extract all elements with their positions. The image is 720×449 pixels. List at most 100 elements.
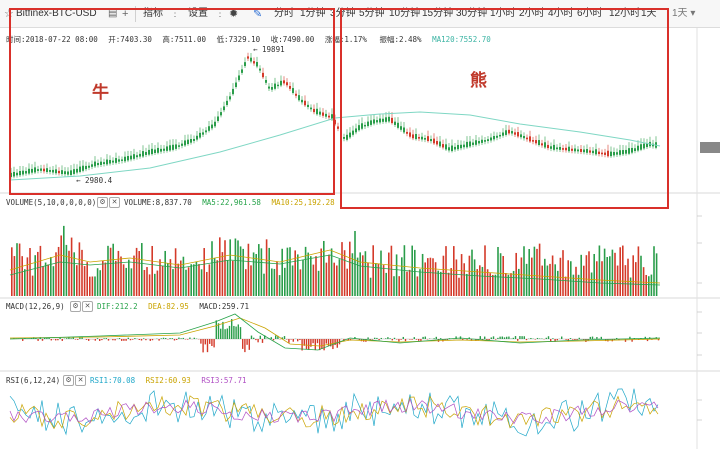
volume-bar [351, 253, 354, 296]
candle-body [292, 88, 294, 94]
candle-body [352, 130, 354, 135]
candle-body [145, 151, 147, 155]
volume-bar [655, 253, 658, 296]
more-icon[interactable]: ⋮ [170, 8, 180, 19]
timeframe-tab[interactable]: 15分钟 [422, 8, 454, 19]
rsi3-line [9, 398, 659, 425]
timeframe-tab[interactable]: 1小时 [490, 8, 516, 19]
timeframe-tab[interactable]: 分时 [274, 8, 294, 19]
timeframe-tab[interactable]: 2小时 [519, 8, 545, 19]
candle-body [502, 132, 504, 136]
bear-market-box [340, 8, 669, 209]
pencil-icon[interactable]: ✎ [253, 8, 263, 20]
candle-body [439, 141, 441, 147]
macd-histogram-bar [41, 339, 44, 341]
candle-body [67, 171, 69, 175]
indicators-button[interactable]: 指标 [143, 8, 163, 19]
settings-button[interactable]: 设置 [188, 8, 208, 19]
timeframe-tab[interactable]: 1天 [641, 8, 657, 19]
star-icon[interactable]: ☆ [4, 8, 14, 20]
volume-bar [523, 246, 525, 296]
candle-body [295, 93, 297, 96]
volume-header: VOLUME(5,10,0,0,0,0) [6, 198, 96, 207]
candle-body [463, 144, 465, 148]
chart-icon[interactable]: ▤ [108, 8, 118, 19]
timeframe-overflow[interactable]: 1天 ▾ [672, 8, 696, 19]
macd-histogram-bar [629, 336, 631, 339]
macd-histogram-bar [503, 337, 506, 339]
volume-bar [536, 248, 538, 296]
candle-body [25, 171, 27, 174]
candle-body [283, 80, 285, 84]
volume-bar [401, 257, 403, 296]
macd-histogram-bar [358, 339, 360, 341]
sun-icon[interactable]: ✹ [229, 8, 239, 20]
macd-histogram-bar [235, 326, 237, 339]
volume-bar [284, 267, 286, 296]
volume-bar [424, 262, 426, 296]
candle-body [205, 130, 207, 133]
macd-histogram-bar [391, 339, 393, 341]
candle-body [388, 116, 390, 122]
volume-bar [289, 247, 291, 296]
candle-body [250, 57, 252, 62]
volume-bar [520, 257, 523, 296]
macd-histogram-bar [514, 336, 517, 339]
candle-body [361, 123, 363, 129]
volume-bar [125, 267, 127, 296]
macd-histogram-bar [393, 337, 396, 339]
volume-bar [486, 269, 489, 296]
volume-bar [11, 247, 13, 296]
candle-body [322, 112, 324, 116]
timeframe-tab[interactable]: 30分钟 [456, 8, 488, 19]
candle-body [100, 161, 102, 165]
macd-histogram-bar [79, 337, 81, 339]
more-icon[interactable]: ⋮ [215, 8, 225, 19]
settings-icon[interactable]: ⚙ [97, 197, 108, 208]
close-icon[interactable]: ✕ [109, 197, 120, 208]
close-icon[interactable]: ✕ [82, 301, 93, 312]
close-icon[interactable]: ✕ [75, 375, 86, 386]
settings-icon[interactable]: ⚙ [63, 375, 74, 386]
macd-histogram-bar [55, 339, 57, 341]
candle-body [88, 165, 90, 168]
candle-body [511, 131, 513, 134]
symbol-label[interactable]: Bitfinex-BTC-USD [16, 8, 97, 19]
macd-histogram-bar [420, 339, 422, 342]
macd-histogram-bar [402, 336, 404, 339]
candle-body [286, 82, 288, 86]
timeframe-tab[interactable]: 4小时 [548, 8, 574, 19]
candle-body [46, 168, 48, 173]
timeframe-tab[interactable]: 3分钟 [330, 8, 356, 19]
settings-icon[interactable]: ⚙ [70, 301, 81, 312]
timeframe-tab[interactable]: 10分钟 [389, 8, 421, 19]
candle-body [520, 134, 522, 138]
candle-body [31, 168, 33, 173]
macd-histogram-bar [316, 339, 319, 344]
volume-bar [629, 277, 632, 296]
volume-bar [590, 272, 593, 296]
plus-icon[interactable]: + [122, 8, 129, 20]
volume-bar [442, 255, 445, 296]
overflow-label[interactable]: 1天 [672, 8, 688, 19]
macd-histogram-bar [616, 337, 618, 339]
timeframe-tab[interactable]: 12小时 [609, 8, 641, 19]
macd-histogram-bar [213, 339, 215, 348]
macd-histogram-bar [492, 336, 495, 339]
candle-body [481, 139, 483, 143]
macd-histogram-bar [371, 339, 374, 340]
volume-bar [328, 254, 330, 296]
macd-histogram-bar [631, 339, 633, 342]
timeframe-tab[interactable]: 6小时 [577, 8, 603, 19]
timeframe-tab[interactable]: 5分钟 [359, 8, 385, 19]
timeframe-tab[interactable]: 1分钟 [300, 8, 326, 19]
current-price-tag [700, 142, 720, 153]
candle-body [448, 147, 450, 151]
candle-body [568, 146, 570, 152]
macd-histogram-bar [578, 337, 580, 339]
volume-bar [455, 259, 458, 296]
macd-histogram-bar [433, 338, 435, 339]
macd-values: DIF:212.2 DEA:82.95 MACD:259.71 [97, 302, 249, 311]
volume-bar [364, 251, 367, 296]
